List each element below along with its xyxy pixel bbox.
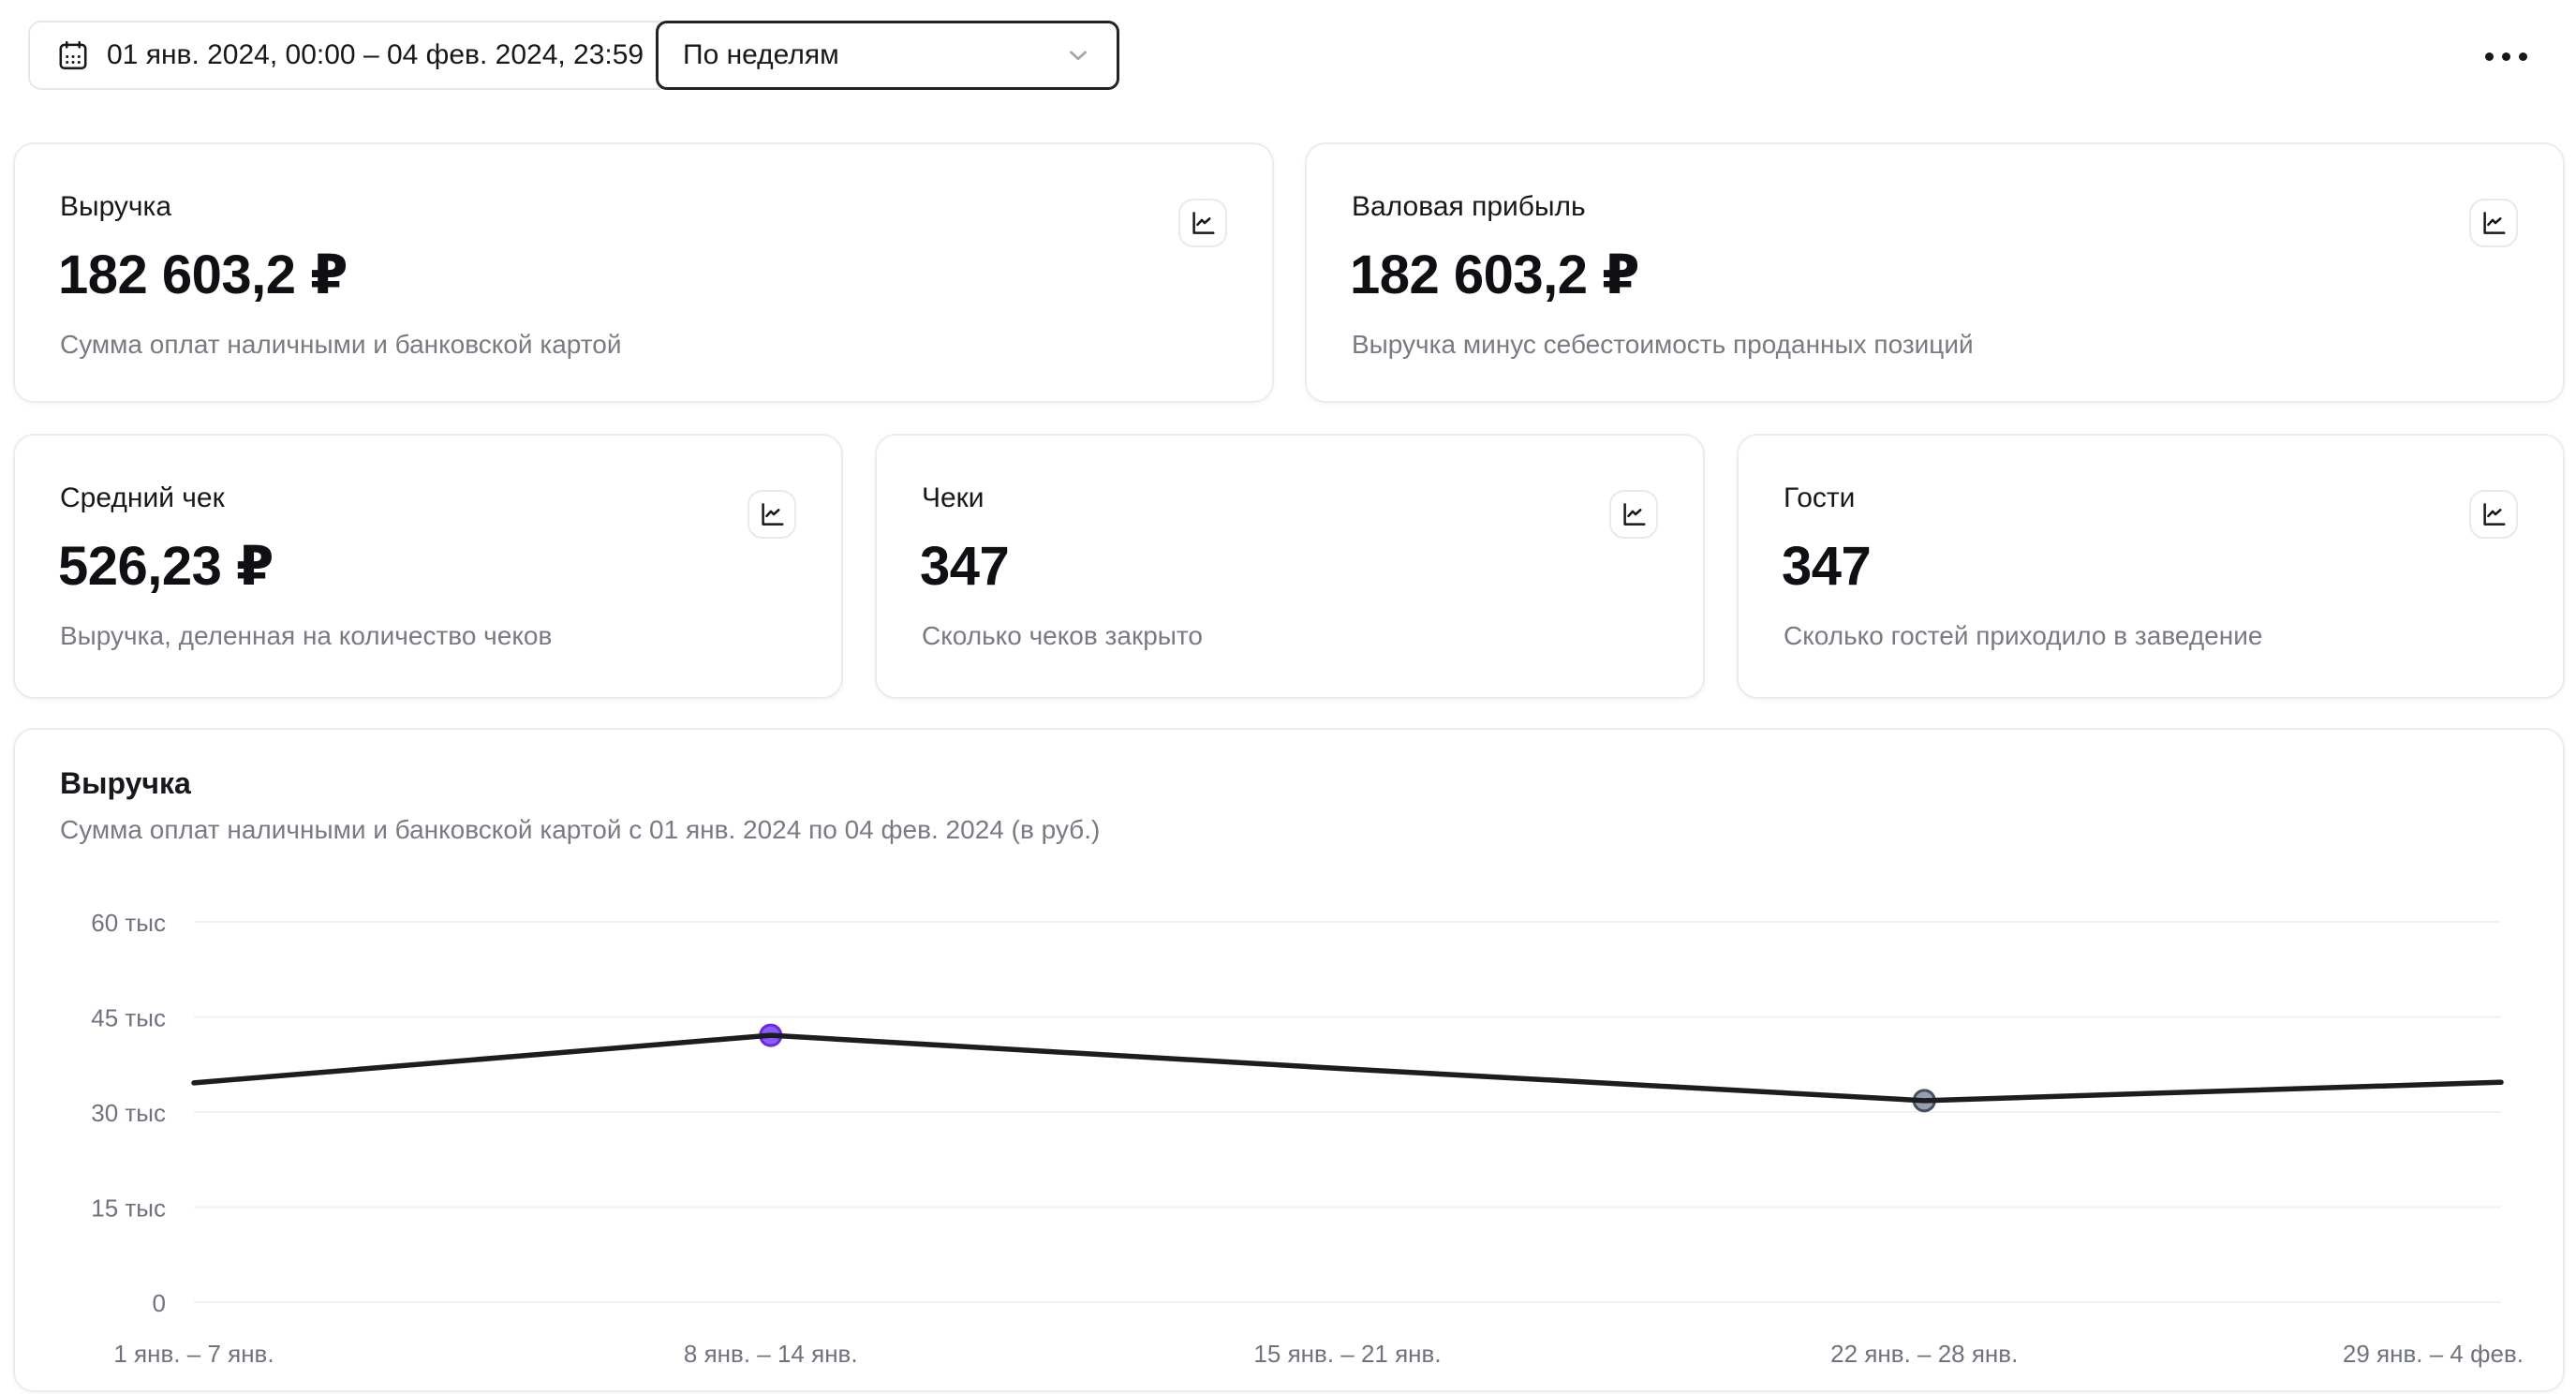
kpi-card-description: Сколько гостей приходило в заведение	[1784, 621, 2263, 650]
open-chart-button[interactable]	[1178, 199, 1227, 247]
chart-subtitle: Сумма оплат наличными и банковской карто…	[60, 815, 1101, 844]
ellipsis-dot	[2501, 52, 2510, 61]
granularity-select[interactable]: По неделям	[656, 21, 1119, 90]
kpi-card-value: 182 603,2 ₽	[1350, 245, 1640, 305]
kpi-card-title: Выручка	[60, 191, 172, 222]
kpi-card-revenue: Выручка 182 603,2 ₽ Сумма оплат наличным…	[13, 142, 1274, 403]
y-axis-tick-label: 30 тыс	[91, 1099, 166, 1127]
open-chart-button[interactable]	[2469, 490, 2518, 539]
x-axis-tick-label: 22 янв. – 28 янв.	[1830, 1340, 2018, 1368]
revenue-line	[191, 1032, 2504, 1104]
kpi-card-value: 526,23 ₽	[58, 536, 274, 597]
line-chart-icon	[2480, 500, 2508, 528]
kpi-card-value: 182 603,2 ₽	[58, 245, 348, 305]
kpi-card-gross-profit: Валовая прибыль 182 603,2 ₽ Выручка мину…	[1305, 142, 2565, 403]
ellipsis-dot	[2518, 52, 2527, 61]
y-axis-tick-label: 15 тыс	[91, 1194, 166, 1223]
kpi-card-value: 347	[1782, 536, 1872, 597]
revenue-chart-card: Выручка Сумма оплат наличными и банковск…	[13, 728, 2565, 1392]
kpi-card-title: Валовая прибыль	[1352, 191, 1586, 222]
more-options-button[interactable]	[2464, 26, 2548, 86]
kpi-card-title: Чеки	[922, 482, 985, 513]
x-axis-tick-label: 1 янв. – 7 янв.	[113, 1340, 274, 1368]
open-chart-button[interactable]	[2469, 199, 2518, 247]
open-chart-button[interactable]	[748, 490, 796, 539]
kpi-card-description: Сумма оплат наличными и банковской карто…	[60, 330, 622, 359]
y-axis-tick-label: 60 тыс	[91, 909, 166, 937]
line-chart-icon	[1620, 500, 1648, 528]
y-axis-tick-label: 45 тыс	[91, 1004, 166, 1032]
y-axis-tick-label: 0	[153, 1289, 166, 1317]
chevron-down-icon	[1064, 41, 1092, 69]
kpi-card-value: 347	[920, 536, 1010, 597]
calendar-icon	[56, 38, 90, 72]
kpi-card-average-check: Средний чек 526,23 ₽ Выручка, деленная н…	[13, 434, 843, 699]
kpi-card-title: Средний чек	[60, 482, 225, 513]
line-chart-icon	[758, 500, 786, 528]
x-axis-tick-label: 15 янв. – 21 янв.	[1253, 1340, 1441, 1368]
x-axis-tick-label: 29 янв. – 4 фев.	[2343, 1340, 2524, 1368]
ellipsis-dot	[2484, 52, 2494, 61]
kpi-card-guests: Гости 347 Сколько гостей приходило в зав…	[1737, 434, 2565, 699]
date-range-picker-button[interactable]: 01 янв. 2024, 00:00 – 04 фев. 2024, 23:5…	[28, 21, 673, 90]
kpi-card-description: Выручка, деленная на количество чеков	[60, 621, 553, 650]
chart-title: Выручка	[60, 766, 191, 800]
line-chart-icon	[2480, 209, 2508, 237]
date-range-label: 01 янв. 2024, 00:00 – 04 фев. 2024, 23:5…	[107, 39, 644, 70]
kpi-card-description: Сколько чеков закрыто	[922, 621, 1203, 650]
kpi-card-description: Выручка минус себестоимость проданных по…	[1352, 330, 1974, 359]
x-axis-tick-label: 8 янв. – 14 янв.	[684, 1340, 858, 1368]
kpi-card-receipts: Чеки 347 Сколько чеков закрыто	[875, 434, 1705, 699]
granularity-selected-value: По неделям	[683, 39, 839, 70]
revenue-chart-svg: 0 15 тыс 30 тыс 45 тыс 60 тыс 1 янв. – 7 янв.…	[91, 909, 2524, 1368]
line-chart-icon	[1189, 209, 1217, 237]
open-chart-button[interactable]	[1609, 490, 1658, 539]
kpi-card-title: Гости	[1784, 482, 1856, 513]
